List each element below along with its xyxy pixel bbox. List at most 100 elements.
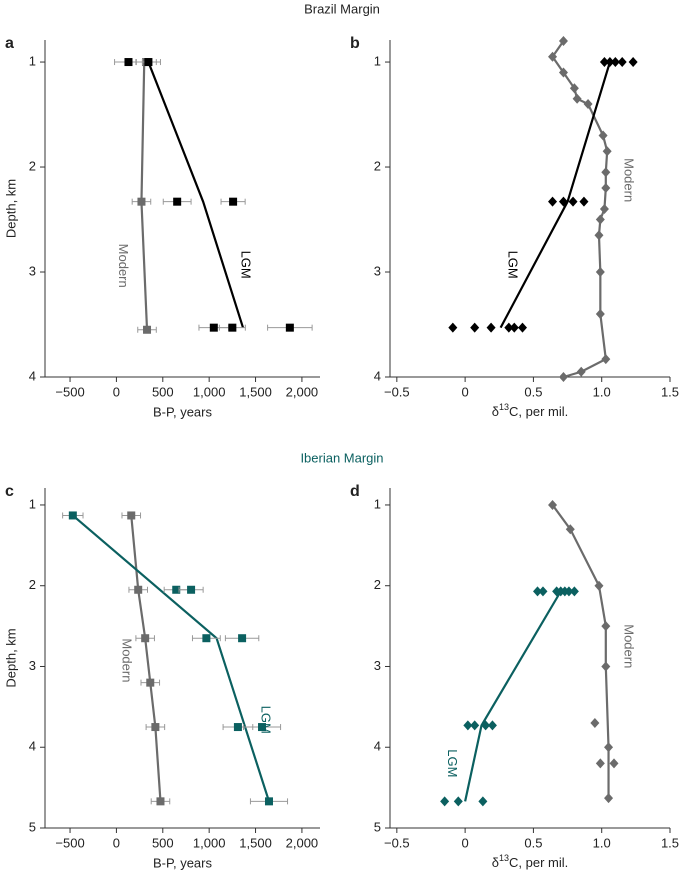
x-tick-label: 0 (113, 384, 120, 399)
point (548, 51, 558, 62)
point (233, 723, 242, 732)
panel-label: b (350, 35, 360, 52)
x-tick-label: 500 (152, 835, 174, 850)
point (610, 57, 620, 68)
point (137, 197, 146, 206)
x-axis-label-part: δ (492, 404, 499, 419)
point (601, 183, 611, 194)
series-label: LGM (506, 251, 521, 279)
point (470, 322, 480, 333)
series-line (464, 590, 562, 802)
point (617, 57, 627, 68)
x-axis-label: B-P, years (153, 404, 213, 419)
series-line (551, 504, 610, 799)
point (548, 499, 558, 510)
series-label: LGM (258, 706, 273, 734)
header: Brazil Margin (304, 1, 380, 16)
point (599, 204, 609, 215)
point (470, 720, 480, 731)
point (595, 267, 605, 278)
point (238, 634, 247, 643)
y-tick-label: 3 (29, 263, 36, 278)
point (509, 322, 519, 333)
point (572, 93, 582, 104)
point (481, 720, 491, 731)
y-tick-label: 4 (29, 739, 36, 754)
y-tick-label: 1 (29, 496, 36, 511)
point (504, 322, 514, 333)
point (143, 325, 152, 334)
point (558, 67, 568, 78)
point (569, 586, 579, 597)
x-tick-label: 0 (462, 835, 469, 850)
x-tick-label: 500 (152, 384, 174, 399)
series-line (551, 40, 609, 379)
point (453, 796, 463, 807)
point (601, 354, 611, 365)
point (564, 586, 574, 597)
x-tick-label: 1,000 (193, 384, 226, 399)
point (144, 58, 153, 67)
point (538, 586, 548, 597)
y-tick-label: 3 (29, 658, 36, 673)
y-tick-label: 2 (374, 158, 381, 173)
series-line (72, 514, 271, 802)
panel-label: c (5, 483, 14, 500)
header: Iberian Margin (300, 450, 383, 465)
x-axis-label: δ13C, per mil. (492, 853, 569, 870)
x-tick-label: 0.5 (524, 384, 542, 399)
point (478, 796, 488, 807)
point (486, 322, 496, 333)
point (124, 58, 133, 67)
point (228, 323, 237, 332)
x-tick-label: −500 (55, 384, 84, 399)
point (595, 309, 605, 320)
point (595, 214, 605, 225)
x-axis-label: δ13C, per mil. (492, 402, 569, 419)
point (517, 322, 527, 333)
point (558, 372, 568, 382)
point (558, 36, 568, 47)
point (229, 197, 238, 206)
x-tick-label: −500 (55, 835, 84, 850)
point (594, 580, 604, 591)
point (599, 57, 609, 68)
series-label: Modern (621, 158, 636, 202)
y-axis-label: Depth, km (3, 628, 18, 687)
x-tick-label: 2,000 (286, 835, 319, 850)
point (594, 230, 604, 241)
point (487, 720, 497, 731)
y-tick-label: 1 (374, 496, 381, 511)
y-tick-label: 3 (374, 263, 381, 278)
point (569, 83, 579, 94)
series-label: Modern (116, 244, 131, 288)
point (68, 511, 77, 520)
point (172, 585, 181, 594)
point (202, 634, 211, 643)
point (285, 323, 294, 332)
point (134, 585, 143, 594)
x-tick-label: 0 (462, 384, 469, 399)
x-tick-label: 2,000 (286, 384, 319, 399)
x-tick-label: −0.5 (384, 384, 410, 399)
point (258, 723, 267, 732)
series-line (130, 515, 162, 802)
series-line (147, 61, 245, 328)
point (448, 322, 458, 333)
y-tick-label: 4 (374, 739, 381, 754)
y-tick-label: 5 (374, 819, 381, 834)
point (141, 634, 150, 643)
y-tick-label: 3 (374, 658, 381, 673)
point (565, 524, 575, 535)
series-label: Modern (119, 638, 134, 682)
point (576, 366, 586, 377)
point (590, 718, 600, 729)
point (602, 146, 612, 157)
point (146, 678, 155, 687)
point (583, 99, 593, 110)
panel-label: d (350, 483, 360, 500)
panel-label: a (5, 35, 14, 52)
x-tick-label: 1,500 (239, 384, 272, 399)
point (605, 57, 615, 68)
